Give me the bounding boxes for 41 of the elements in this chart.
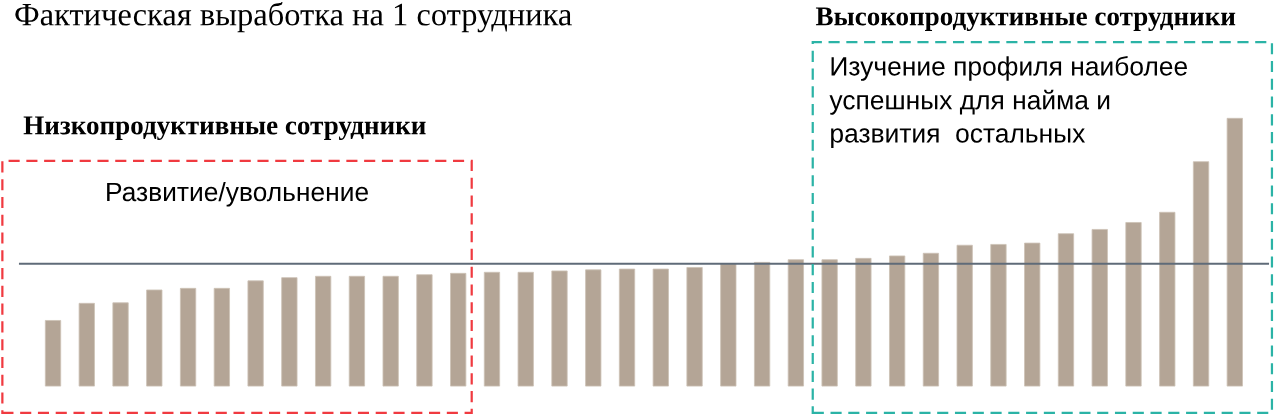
text: Высокопродуктивные сотрудники: [815, 7, 1236, 32]
bar: [1159, 211, 1176, 387]
bar: [686, 267, 703, 387]
bar: [517, 271, 534, 387]
bar: [247, 280, 264, 387]
bar: [1226, 117, 1243, 387]
bar: [213, 287, 230, 387]
bar: [618, 268, 636, 387]
bar: [146, 289, 163, 387]
bar: [821, 259, 838, 387]
bar: [720, 263, 737, 387]
bar: [855, 257, 872, 387]
annotation: Низкопродуктивные сотрудники: [23, 116, 426, 141]
bar: [1091, 229, 1108, 387]
bar: [1024, 242, 1041, 387]
bar: [990, 244, 1007, 387]
annotation: Развитие/увольнение: [107, 181, 368, 207]
bar: [1057, 233, 1075, 387]
bar: [315, 275, 332, 387]
chart-title: Фактическая выработка на 1 сотрудника: [15, 2, 572, 33]
bar: [416, 274, 433, 387]
bar: [1125, 222, 1142, 387]
bar: [922, 252, 940, 387]
bar: [348, 275, 365, 387]
bar: [1192, 161, 1210, 387]
bar: [281, 277, 298, 387]
bar: [889, 255, 906, 387]
bar: [787, 259, 804, 387]
bar: [382, 275, 399, 387]
bar: [112, 302, 129, 387]
bar: [551, 270, 568, 387]
annotation: Изучение профиля наиболее успешных для найма и развития остальных: [829, 56, 1187, 148]
bar: [78, 302, 95, 387]
bar: [483, 271, 501, 387]
bar: [585, 269, 602, 387]
bar: [753, 261, 771, 387]
bar: [44, 320, 62, 387]
bar: [179, 287, 197, 387]
bar: [450, 272, 467, 387]
bar: [652, 268, 669, 387]
bar: [956, 244, 973, 387]
